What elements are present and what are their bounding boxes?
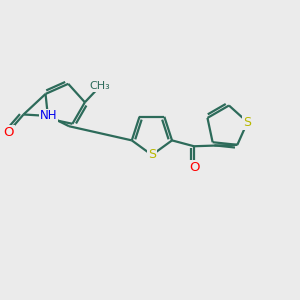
- Text: NH: NH: [40, 110, 57, 122]
- Text: O: O: [3, 126, 13, 139]
- Text: O: O: [189, 161, 199, 174]
- Text: S: S: [148, 148, 156, 161]
- Text: CH₃: CH₃: [90, 81, 110, 91]
- Text: S: S: [44, 112, 52, 125]
- Text: S: S: [243, 116, 251, 129]
